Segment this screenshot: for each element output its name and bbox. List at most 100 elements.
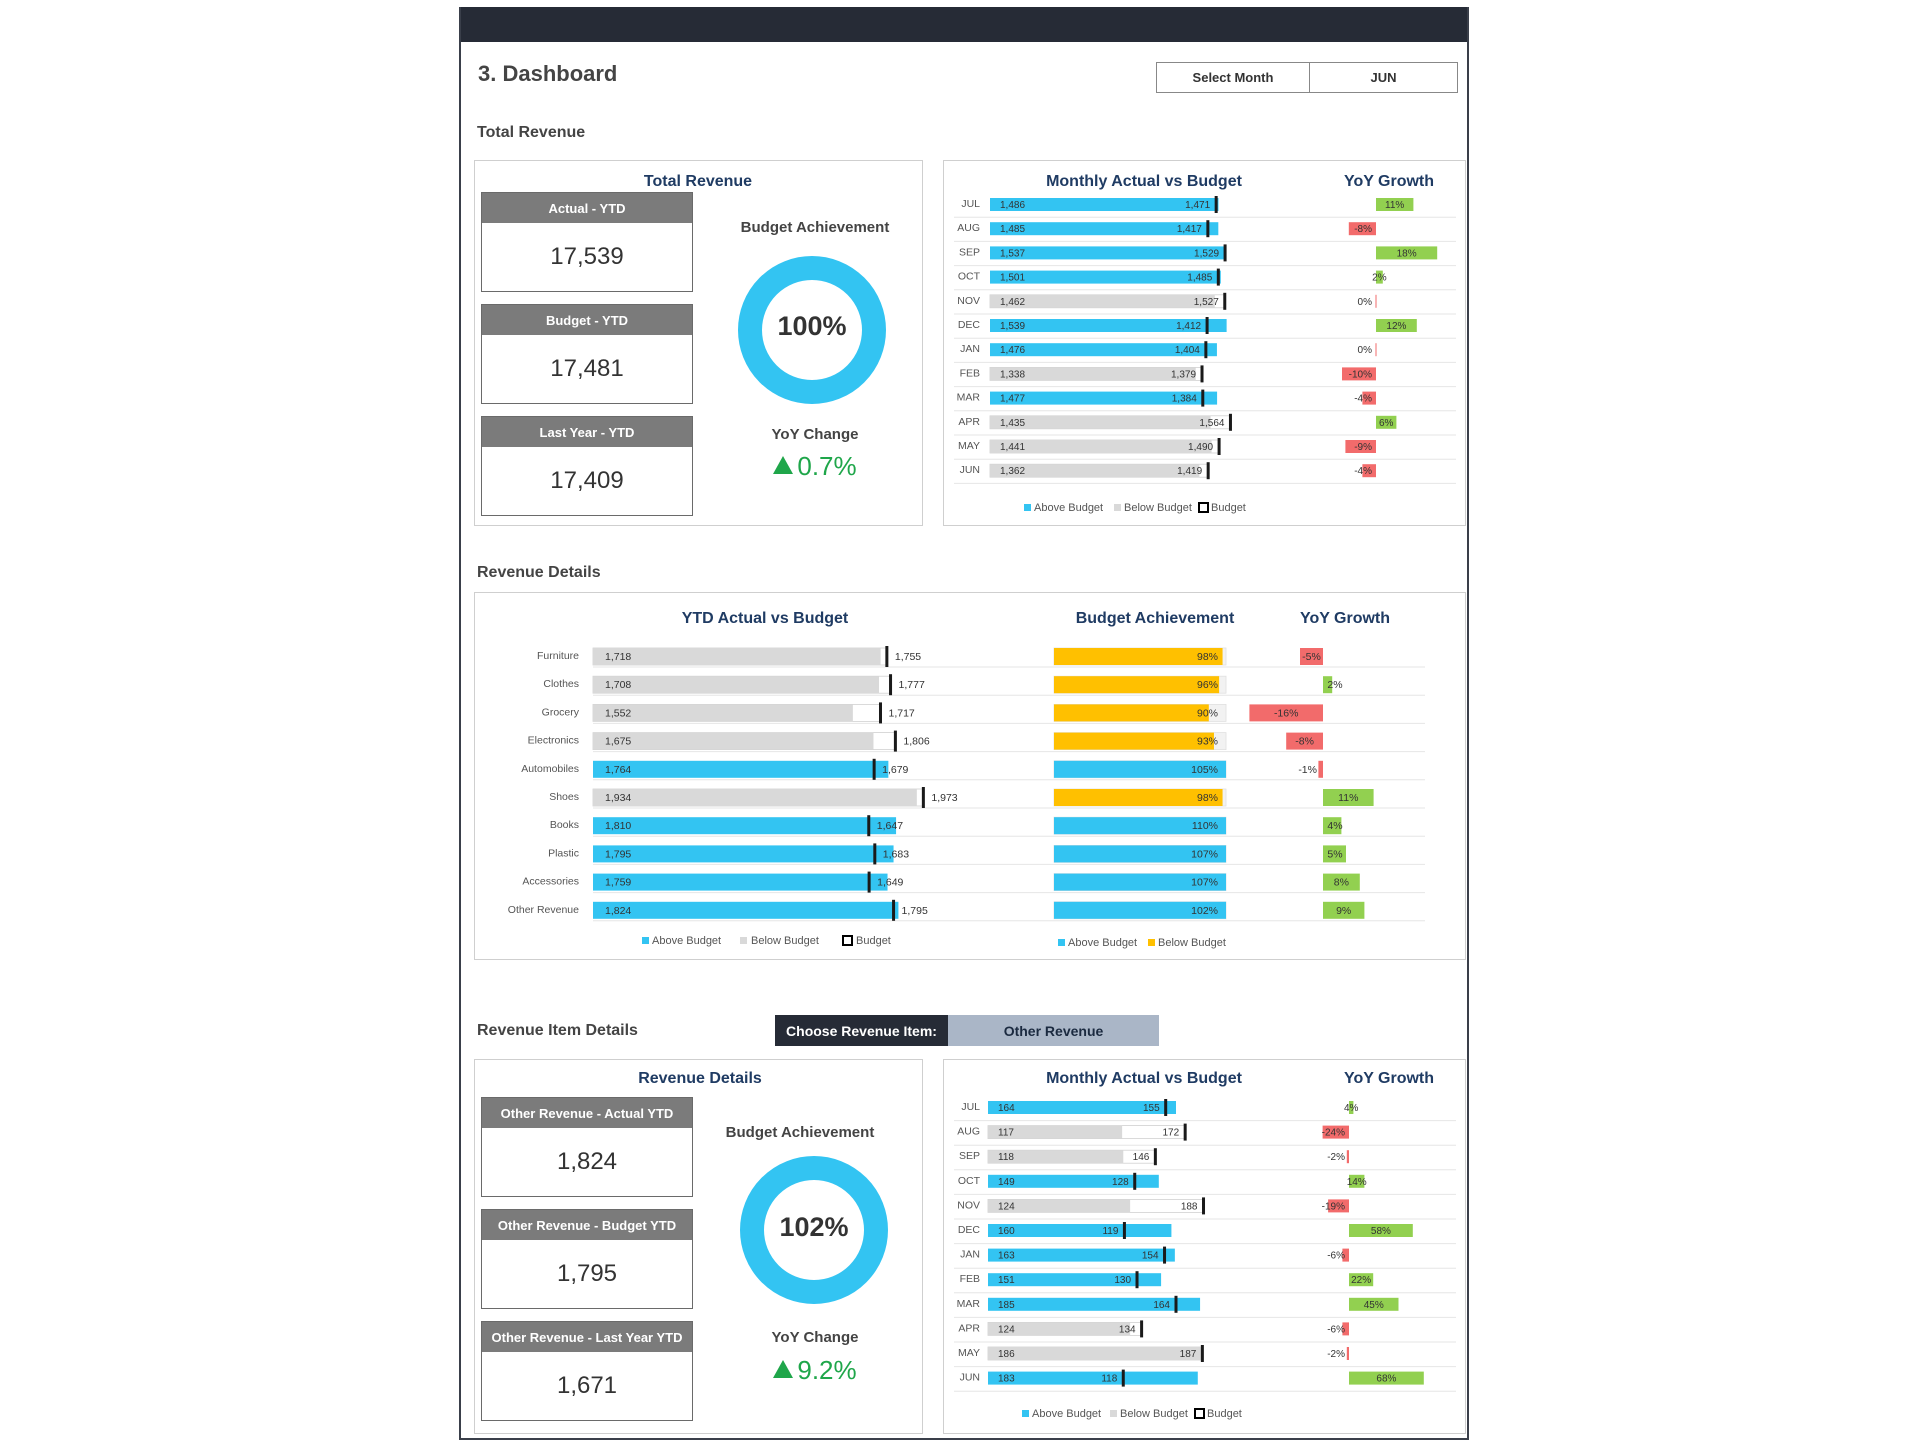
budget-label: 172 xyxy=(1162,1128,1179,1139)
category-label: Electronics xyxy=(528,735,579,747)
budget-marker xyxy=(1204,341,1208,359)
yoy-bar xyxy=(1349,1273,1374,1287)
actual-bar xyxy=(593,732,874,750)
month-label: NOV xyxy=(957,295,980,307)
budget-achievement-donut xyxy=(738,256,886,404)
month-selector-label: Select Month xyxy=(1157,63,1310,92)
actual-bar xyxy=(990,440,1212,453)
yoy-label: 58% xyxy=(1371,1226,1391,1237)
choose-revenue-item[interactable]: Choose Revenue Item: Other Revenue xyxy=(775,1015,1159,1046)
budget-marker xyxy=(1223,292,1227,310)
legend-budget: Budget xyxy=(1211,502,1246,514)
actual-bar xyxy=(593,676,879,694)
details-legend: Above Budget Below Budget Budget Above B… xyxy=(642,935,1226,949)
budget-marker xyxy=(1164,1099,1168,1116)
monthly-legend: Above Budget Below Budget Budget xyxy=(1024,502,1246,514)
actual-bar xyxy=(593,845,894,863)
actual-label: 1,501 xyxy=(1000,273,1025,284)
ytd-actual-vs-budget-chart: Furniture 1,718 1,755 98% -5% Clothes 1,708 1,7… xyxy=(508,646,1425,922)
month-label: FEB xyxy=(960,367,980,379)
actual-bar xyxy=(988,1101,1176,1114)
budget-marker xyxy=(1216,268,1220,286)
budget-marker xyxy=(1133,1172,1137,1190)
achievement-label: 90% xyxy=(1197,707,1218,719)
actual-bar xyxy=(988,1199,1131,1213)
month-label: AUG xyxy=(957,1126,980,1138)
budget-label: 146 xyxy=(1133,1152,1150,1163)
budget-marker xyxy=(1174,1295,1178,1313)
budget-marker xyxy=(1135,1271,1139,1289)
choose-label: Choose Revenue Item: xyxy=(775,1015,948,1046)
actual-bar xyxy=(593,873,888,891)
achievement-bar xyxy=(1054,760,1226,778)
yoy-label: 8% xyxy=(1334,877,1349,889)
choose-value-dropdown[interactable]: Other Revenue xyxy=(948,1015,1159,1046)
yoy-bar xyxy=(1322,1125,1349,1139)
budget-marker xyxy=(878,702,882,724)
achievement-bar xyxy=(1054,845,1226,863)
yoy-label: 6% xyxy=(1379,418,1394,429)
legend-swatch-below xyxy=(1114,504,1121,511)
month-label: FEB xyxy=(960,1273,980,1285)
yoy-bar xyxy=(1286,732,1323,750)
yoy-bar xyxy=(1362,391,1376,405)
actual-label: 1,486 xyxy=(1000,200,1025,211)
yoy-bar xyxy=(1300,648,1323,665)
month-selector-value[interactable]: JUN xyxy=(1370,70,1397,85)
item-monthly-panel: Monthly Actual vs Budget YoY Growth JUL 1… xyxy=(943,1059,1466,1434)
actual-label: 151 xyxy=(998,1275,1015,1286)
yoy-label: 0% xyxy=(1358,297,1373,308)
month-label: DEC xyxy=(958,1224,981,1236)
revenue-details-panel: YTD Actual vs Budget Budget Achievement … xyxy=(474,592,1466,960)
budget-label: 1,485 xyxy=(1187,273,1212,284)
yoy-bar xyxy=(1376,319,1417,332)
yoy-bar xyxy=(1323,873,1360,891)
actual-bar xyxy=(990,246,1227,260)
monthly-panel: Monthly Actual vs Budget YoY Growth JUL 1… xyxy=(943,160,1466,526)
actual-label: 149 xyxy=(998,1177,1015,1188)
month-label: MAR xyxy=(957,1298,981,1310)
budget-label: 1,471 xyxy=(1185,200,1210,211)
yoy-label: -5% xyxy=(1302,651,1321,663)
budget-label: 155 xyxy=(1143,1103,1160,1114)
achievement-bar xyxy=(1054,873,1226,891)
legend-below: Below Budget xyxy=(751,935,819,947)
achievement-bar xyxy=(1054,732,1214,750)
achievement-label: 107% xyxy=(1191,848,1218,860)
actual-bar xyxy=(593,648,881,665)
budget-marker xyxy=(872,758,876,780)
actual-bar xyxy=(990,415,1211,429)
item-panel-title: Revenue Details xyxy=(638,1070,762,1087)
actual-label: 1,934 xyxy=(605,792,631,804)
yoy-label: -24% xyxy=(1322,1128,1345,1139)
achievement-bar xyxy=(1054,648,1223,665)
achievement-label: 102% xyxy=(1191,905,1218,917)
legend-below: Below Budget xyxy=(1158,937,1226,949)
actual-label: 1,759 xyxy=(605,877,631,889)
actual-bar xyxy=(988,1371,1198,1385)
budget-marker xyxy=(1200,365,1204,383)
actual-label: 1,338 xyxy=(1000,369,1025,380)
section-revenue-details: Revenue Details xyxy=(477,564,601,581)
budget-label: 164 xyxy=(1153,1300,1170,1311)
achievement-bar xyxy=(1054,704,1209,722)
yoy-bar xyxy=(1342,367,1376,381)
yoy-bar xyxy=(1349,1297,1399,1311)
budget-label: 1,490 xyxy=(1188,442,1213,453)
kpi-label: Other Revenue - Last Year YTD xyxy=(482,1322,692,1352)
achievement-label: 98% xyxy=(1197,651,1218,663)
legend-swatch-above xyxy=(1058,939,1065,946)
actual-label: 160 xyxy=(998,1226,1015,1237)
monthly-actual-vs-budget-chart: JUL 1,486 1,471 11% AUG 1,485 1,417 -8% SEP 1,537… xyxy=(954,196,1456,484)
item-yoy-change-value: 9.2% xyxy=(715,1355,915,1386)
actual-bar xyxy=(990,464,1200,478)
yoy-label: 4% xyxy=(1327,820,1342,832)
actual-bar xyxy=(990,319,1227,332)
donut-ring xyxy=(740,1156,888,1304)
yoy-bar xyxy=(1323,901,1365,919)
budget-achievement-value: 100% xyxy=(777,311,847,341)
legend-above: Above Budget xyxy=(652,935,721,947)
month-label: OCT xyxy=(958,1175,981,1187)
month-selector[interactable]: Select Month JUN xyxy=(1156,62,1458,93)
dashboard-sheet: 3. Dashboard Select Month JUN Total Reve… xyxy=(459,7,1469,1440)
